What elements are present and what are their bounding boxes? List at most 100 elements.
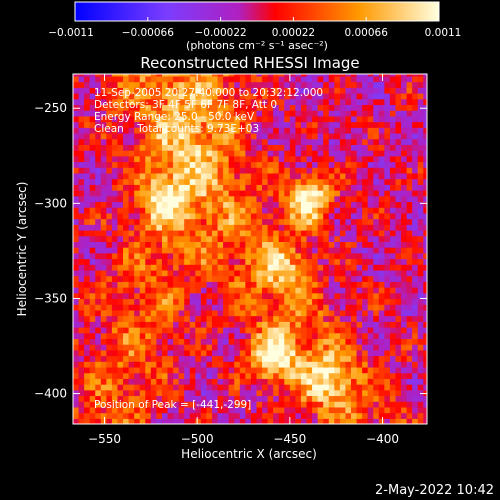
heatmap-cell: [395, 150, 402, 157]
heatmap-cell: [189, 132, 196, 140]
heatmap-cell: [256, 224, 263, 231]
heatmap-cell: [389, 81, 397, 88]
heatmap-cell: [245, 292, 252, 300]
heatmap-cell: [73, 389, 80, 397]
heatmap-cell: [161, 195, 169, 203]
heatmap-cell: [206, 338, 213, 345]
heatmap-cell: [273, 212, 280, 220]
heatmap-cell: [345, 81, 352, 88]
heatmap-cell: [412, 184, 419, 191]
heatmap-cell: [228, 304, 235, 311]
heatmap-cell: [362, 252, 369, 260]
heatmap-cell: [128, 184, 135, 191]
heatmap-cell: [106, 298, 113, 305]
heatmap-cell: [123, 241, 130, 248]
heatmap-cell: [273, 321, 280, 328]
heatmap-cell: [128, 167, 135, 174]
heatmap-cell: [389, 241, 397, 248]
heatmap-cell: [262, 326, 269, 334]
heatmap-cell: [128, 161, 135, 168]
heatmap-cell: [395, 269, 402, 277]
heatmap-cell: [95, 132, 102, 140]
heatmap-cell: [262, 127, 269, 134]
heatmap-cell: [217, 304, 224, 311]
heatmap-cell: [234, 372, 241, 379]
heatmap-cell: [317, 155, 324, 163]
heatmap-cell: [134, 304, 141, 311]
heatmap-cell: [295, 355, 302, 362]
heatmap-cell: [106, 144, 113, 151]
heatmap-cell: [306, 224, 313, 231]
heatmap-cell: [95, 127, 102, 134]
heatmap-cell: [323, 121, 330, 128]
heatmap-cell: [161, 155, 169, 163]
heatmap-cell: [223, 269, 230, 277]
heatmap-cell: [212, 144, 219, 151]
heatmap-cell: [84, 127, 91, 134]
heatmap-cell: [228, 224, 235, 231]
heatmap-cell: [362, 127, 369, 134]
heatmap-cell: [228, 155, 235, 163]
heatmap-cell: [339, 74, 347, 77]
heatmap-cell: [156, 75, 163, 83]
heatmap-cell: [84, 361, 91, 368]
heatmap-cell: [189, 104, 196, 111]
heatmap-cell: [217, 418, 224, 424]
heatmap-cell: [145, 144, 152, 151]
heatmap-cell: [356, 378, 363, 385]
heatmap-cell: [145, 321, 152, 328]
heatmap-cell: [89, 326, 96, 334]
heatmap-cell: [106, 132, 113, 140]
heatmap-cell: [395, 115, 402, 123]
heatmap-cell: [289, 395, 297, 402]
heatmap-cell: [306, 75, 313, 83]
heatmap-cell: [100, 349, 107, 357]
heatmap-cell: [323, 309, 330, 317]
heatmap-cell: [328, 361, 335, 368]
heatmap-cell: [212, 378, 219, 385]
heatmap-cell: [423, 355, 427, 362]
heatmap-cell: [395, 241, 402, 248]
heatmap-cell: [284, 378, 291, 385]
heatmap-cell: [184, 235, 191, 242]
heatmap-cell: [117, 74, 124, 77]
heatmap-cell: [356, 218, 363, 225]
heatmap-cell: [123, 127, 130, 134]
heatmap-cell: [206, 275, 213, 282]
heatmap-cell: [200, 384, 208, 391]
heatmap-cell: [89, 287, 96, 294]
heatmap-cell: [317, 74, 324, 77]
heatmap-cell: [250, 275, 258, 282]
heatmap-cell: [250, 172, 258, 180]
heatmap-cell: [339, 355, 347, 362]
heatmap-cell: [423, 338, 427, 345]
heatmap-cell: [161, 395, 169, 402]
heatmap-cell: [150, 81, 158, 88]
heatmap-cell: [262, 264, 269, 271]
heatmap-cell: [234, 338, 241, 345]
heatmap-cell: [334, 281, 341, 288]
heatmap-cell: [295, 395, 302, 402]
heatmap-cell: [362, 258, 369, 265]
heatmap-cell: [200, 355, 208, 362]
heatmap-cell: [267, 178, 274, 185]
heatmap-cell: [423, 378, 427, 385]
heatmap-cell: [412, 132, 419, 140]
heatmap-cell: [150, 321, 158, 328]
heatmap-cell: [373, 161, 380, 168]
heatmap-cell: [406, 155, 413, 163]
heatmap-cell: [384, 207, 391, 214]
heatmap-cell: [239, 184, 246, 191]
heatmap-cell: [239, 281, 246, 288]
heatmap-cell: [89, 247, 96, 254]
heatmap-cell: [195, 75, 202, 83]
heatmap-cell: [173, 281, 180, 288]
heatmap-cell: [106, 344, 113, 351]
heatmap-cell: [161, 144, 169, 151]
heatmap-cell: [139, 406, 146, 414]
heatmap-cell: [234, 275, 241, 282]
heatmap-cell: [95, 258, 102, 265]
heatmap-cell: [161, 321, 169, 328]
heatmap-cell: [278, 338, 285, 345]
heatmap-cell: [73, 252, 80, 260]
